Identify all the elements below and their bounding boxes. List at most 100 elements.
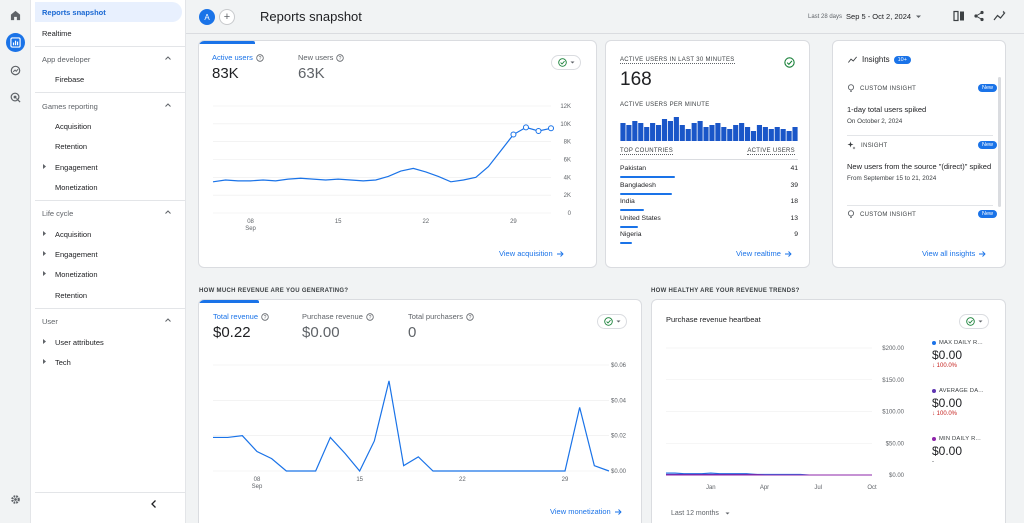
nav-section-app-developer[interactable]: App developer bbox=[35, 49, 182, 69]
nav-lifecycle-engagement[interactable]: Engagement bbox=[35, 244, 182, 264]
help-icon[interactable]: ? bbox=[261, 312, 269, 321]
legend-delta: 100.0% bbox=[936, 411, 958, 417]
active-users-tab[interactable]: Active users? 83K bbox=[212, 53, 264, 82]
comparison-avatar[interactable]: A bbox=[199, 9, 215, 25]
top-countries-header[interactable]: TOP COUNTRIES bbox=[620, 148, 674, 155]
expand-triangle-icon bbox=[43, 251, 46, 256]
help-icon[interactable]: ? bbox=[336, 53, 345, 62]
nav-games-retention[interactable]: Retention bbox=[35, 136, 182, 156]
reports-icon[interactable] bbox=[6, 33, 25, 52]
settings-icon[interactable] bbox=[6, 490, 25, 509]
share-icon[interactable] bbox=[973, 10, 985, 22]
data-quality-button[interactable] bbox=[551, 55, 581, 70]
nav-user-attributes[interactable]: User attributes bbox=[35, 332, 182, 352]
new-users-tab[interactable]: New users? 63K bbox=[298, 53, 345, 82]
nav-section-games-reporting[interactable]: Games reporting bbox=[35, 96, 182, 116]
y-tick-label: 4K bbox=[564, 175, 571, 181]
nav-label: Firebase bbox=[55, 74, 85, 84]
total-purchasers-label: Total purchasers bbox=[408, 312, 464, 321]
country-active-users: 9 bbox=[794, 231, 798, 239]
insight-item[interactable]: CUSTOM INSIGHT New 1-day total users spi… bbox=[847, 84, 997, 125]
chevron-up-icon bbox=[165, 210, 171, 214]
minute-bar bbox=[786, 131, 792, 141]
home-icon[interactable] bbox=[6, 6, 25, 25]
nav-label: User bbox=[42, 316, 58, 326]
country-share-bar bbox=[620, 176, 675, 178]
minute-bar bbox=[620, 123, 626, 141]
active-tab-indicator bbox=[199, 41, 255, 44]
nav-label: Engagement bbox=[55, 162, 98, 172]
date-range-picker[interactable]: Last 28 days Sep 5 - Oct 2, 2024 bbox=[808, 12, 922, 21]
view-realtime-link[interactable]: View realtime bbox=[736, 249, 792, 258]
time-period-label: Last 12 months bbox=[671, 510, 719, 517]
nav-lifecycle-monetization[interactable]: Monetization bbox=[35, 264, 182, 284]
time-period-dropdown[interactable]: Last 12 months bbox=[671, 510, 730, 517]
advertising-icon[interactable] bbox=[6, 88, 25, 107]
dropdown-arrow-icon bbox=[725, 512, 730, 515]
insights-card: Insights 10+ CUSTOM INSIGHT New 1-day to… bbox=[832, 40, 1006, 268]
expand-triangle-icon bbox=[43, 359, 46, 364]
nav-label: User attributes bbox=[55, 337, 104, 347]
nav-label: Retention bbox=[55, 141, 88, 151]
new-users-label: New users bbox=[298, 53, 334, 62]
active-users-header[interactable]: ACTIVE USERS bbox=[747, 148, 795, 155]
help-icon[interactable]: ? bbox=[466, 312, 474, 321]
y-tick-label: 6K bbox=[564, 158, 571, 164]
nav-games-acquisition[interactable]: Acquisition bbox=[35, 116, 182, 136]
nav-lifecycle-retention[interactable]: Retention bbox=[35, 285, 182, 305]
minute-bar bbox=[745, 127, 751, 141]
insight-detail: On October 2, 2024 bbox=[847, 118, 903, 125]
nav-games-engagement[interactable]: Engagement bbox=[35, 157, 182, 177]
add-comparison-button[interactable]: + bbox=[219, 9, 235, 25]
nav-tech[interactable]: Tech bbox=[35, 352, 182, 372]
check-circle-icon bbox=[557, 58, 567, 67]
nav-lifecycle-acquisition[interactable]: Acquisition bbox=[35, 224, 182, 244]
total-purchasers-tab[interactable]: Total purchasers? 0 bbox=[408, 312, 474, 341]
arrow-right-icon bbox=[784, 250, 792, 257]
per-minute-label: ACTIVE USERS PER MINUTE bbox=[620, 102, 710, 108]
total-revenue-tab[interactable]: Total revenue? $0.22 bbox=[213, 312, 269, 341]
view-all-insights-link[interactable]: View all insights bbox=[922, 249, 986, 258]
data-point-marker bbox=[535, 127, 542, 134]
minute-bar bbox=[673, 117, 679, 141]
nav-games-monetization[interactable]: Monetization bbox=[35, 177, 182, 197]
total-revenue-value: $0.22 bbox=[213, 324, 251, 341]
insights-sparkline-icon[interactable] bbox=[993, 10, 1006, 22]
nav-reports-snapshot[interactable]: Reports snapshot bbox=[35, 2, 182, 22]
nav-realtime[interactable]: Realtime bbox=[35, 23, 182, 43]
insight-headline: New users from the source "(direct)" spi… bbox=[847, 162, 992, 171]
help-icon[interactable]: ? bbox=[366, 312, 374, 321]
legend-average-daily: AVERAGE DA... $0.00 ↓ 100.0% bbox=[932, 388, 990, 417]
x-tick-label: 15 bbox=[335, 219, 342, 225]
country-name: Pakistan bbox=[620, 165, 647, 172]
data-quality-button[interactable] bbox=[597, 314, 627, 329]
view-monetization-link[interactable]: View monetization bbox=[550, 507, 622, 516]
insights-scrollbar[interactable] bbox=[998, 77, 1001, 207]
nav-firebase[interactable]: Firebase bbox=[35, 69, 182, 89]
link-label: View all insights bbox=[922, 249, 976, 258]
data-quality-button[interactable] bbox=[959, 314, 989, 329]
compare-icon[interactable] bbox=[953, 10, 965, 22]
nav-section-life-cycle[interactable]: Life cycle bbox=[35, 203, 182, 223]
nav-section-user[interactable]: User bbox=[35, 311, 182, 331]
page-title: Reports snapshot bbox=[260, 9, 362, 24]
new-badge: New bbox=[977, 141, 997, 149]
minute-bar bbox=[715, 123, 721, 141]
new-badge: New bbox=[977, 84, 997, 92]
users-overview-card: Active users? 83K New users? 63K 12K 10K 8… bbox=[198, 40, 597, 268]
dropdown-arrow-icon bbox=[570, 61, 574, 64]
insight-item[interactable]: CUSTOM INSIGHT New bbox=[847, 210, 997, 219]
data-point-marker bbox=[548, 125, 554, 132]
view-acquisition-link[interactable]: View acquisition bbox=[499, 249, 564, 258]
collapse-nav-icon[interactable] bbox=[149, 499, 159, 511]
insight-item[interactable]: INSIGHT New New users from the source "(… bbox=[847, 141, 997, 182]
purchase-revenue-tab[interactable]: Purchase revenue? $0.00 bbox=[302, 312, 374, 341]
x-tick-label: 08 bbox=[247, 219, 254, 225]
insights-count-badge: 10+ bbox=[893, 55, 911, 64]
help-icon[interactable]: ? bbox=[256, 53, 264, 62]
minute-bar bbox=[750, 131, 757, 141]
date-range-label: Last 28 days bbox=[808, 13, 843, 20]
explore-icon[interactable] bbox=[6, 61, 25, 80]
expand-triangle-icon bbox=[43, 339, 46, 344]
insights-sparkline-icon bbox=[848, 56, 857, 63]
